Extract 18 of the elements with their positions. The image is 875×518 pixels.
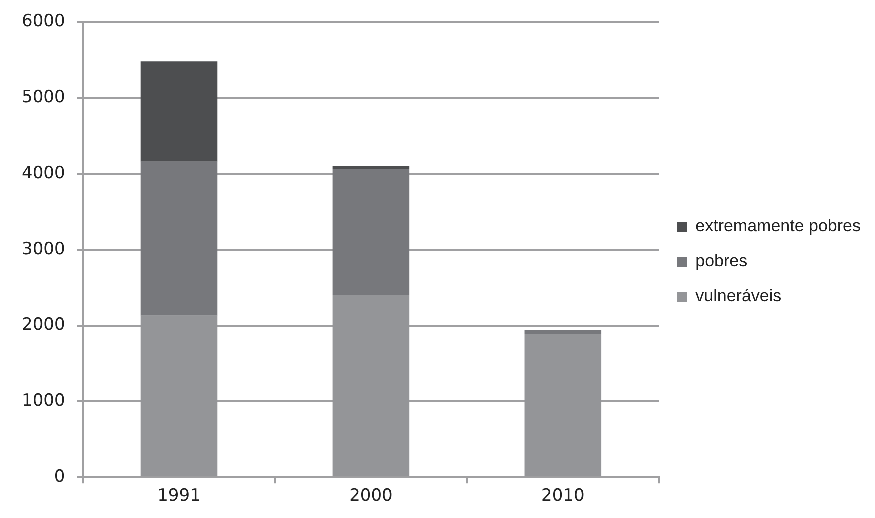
y-tick-label: 5000 — [22, 88, 66, 108]
bar — [332, 166, 410, 170]
bar — [140, 162, 218, 316]
legend-label: vulneráveis — [696, 286, 782, 306]
y-tick-label: 2000 — [22, 315, 66, 336]
legend-label: extremamente pobres — [696, 216, 862, 236]
y-tick-label: 4000 — [22, 163, 66, 184]
x-tick-label: 2010 — [542, 486, 585, 506]
y-tick-label: 6000 — [22, 12, 66, 32]
bar — [524, 330, 602, 334]
x-tick-label: 2000 — [350, 486, 393, 506]
y-tick-label: 0 — [54, 467, 66, 488]
legend-label: pobres — [696, 252, 748, 271]
bar — [140, 62, 218, 162]
y-tick-label: 1000 — [22, 391, 66, 412]
x-tick-label: 1991 — [158, 486, 201, 506]
bar — [332, 169, 410, 296]
y-tick-label: 3000 — [22, 239, 66, 260]
